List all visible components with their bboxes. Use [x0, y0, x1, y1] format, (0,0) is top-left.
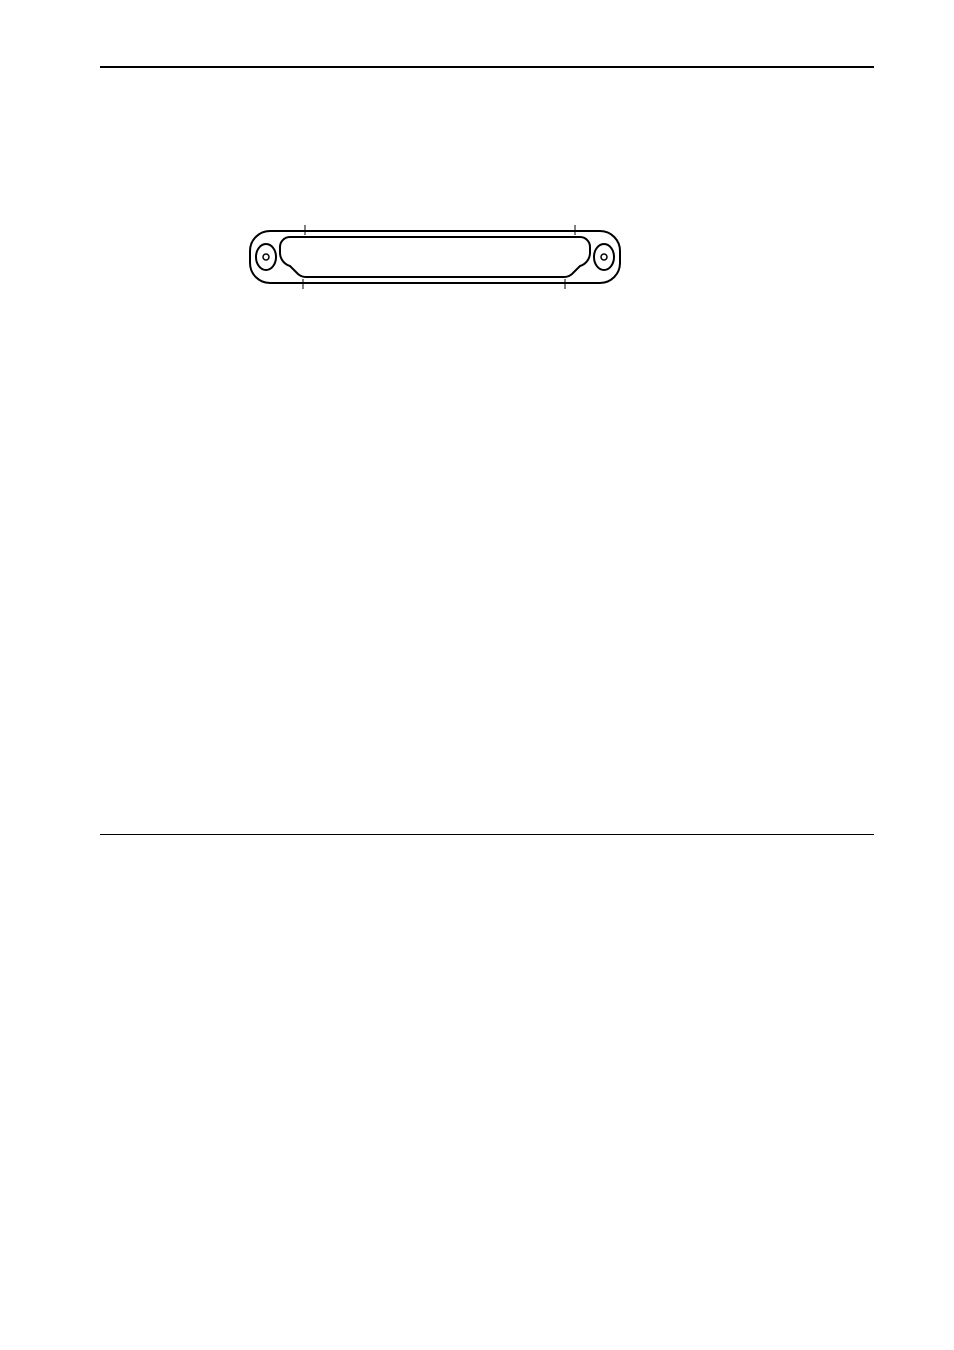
running-header [100, 60, 874, 68]
d-shell-icon [280, 237, 590, 277]
table-caption [100, 104, 874, 130]
page-footer [100, 834, 874, 841]
connector-shell-icon [250, 231, 620, 283]
connector-diagram [240, 207, 874, 314]
figure-caption [240, 178, 874, 195]
mount-hole-left-icon [256, 244, 276, 270]
mount-hole-right-icon [594, 244, 614, 270]
status-signals-table [100, 104, 874, 130]
